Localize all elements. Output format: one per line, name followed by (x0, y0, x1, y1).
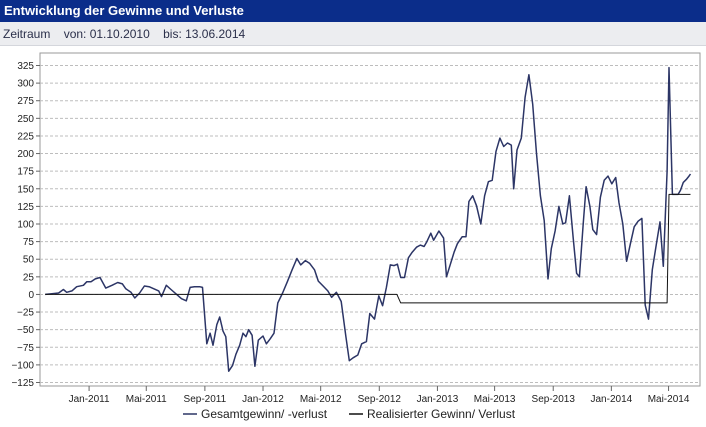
x-tick-label: Mai-2012 (300, 394, 342, 405)
x-tick-label: Jan-2011 (69, 394, 110, 405)
legend-item: Realisierter Gewinn/ Verlust (349, 407, 516, 421)
y-tick-label: 300 (17, 79, 34, 90)
y-tick-label: −125 (11, 378, 34, 389)
x-tick-label: Sep-2011 (184, 394, 227, 405)
x-tick-label: Mai-2013 (474, 394, 516, 405)
period-from: von: 01.10.2010 (63, 27, 150, 41)
y-tick-label: 150 (17, 184, 34, 195)
axes: 3253002752502252001751501251007550250−25… (11, 61, 689, 405)
legend-label: Gesamtgewinn/ -verlust (201, 407, 328, 421)
y-tick-label: 175 (17, 167, 34, 178)
y-tick-label: 250 (17, 114, 34, 125)
plot-frame (39, 52, 701, 387)
y-tick-label: 125 (17, 202, 34, 213)
x-tick-label: Sep-2013 (532, 394, 576, 405)
series-line-realisiert (45, 193, 691, 304)
y-tick-label: −75 (17, 343, 34, 354)
x-tick-label: Jan-2013 (417, 394, 459, 405)
profit-loss-chart: 3253002752502252001751501251007550250−25… (11, 52, 701, 421)
series-lines (45, 66, 692, 372)
y-tick-label: 200 (17, 149, 34, 160)
x-tick-label: Mai-2014 (648, 394, 690, 405)
y-tick-label: 225 (17, 131, 34, 142)
x-tick-label: Jan-2012 (242, 394, 284, 405)
period-label: Zeitraum (3, 27, 51, 41)
y-tick-label: 100 (17, 220, 34, 231)
y-tick-label: 275 (17, 96, 34, 107)
x-tick-label: Sep-2012 (358, 394, 402, 405)
y-tick-label: 325 (17, 61, 34, 72)
y-tick-label: 0 (28, 290, 34, 301)
period-bar: Zeitraum von: 01.10.2010 bis: 13.06.2014 (0, 22, 706, 46)
legend-item: Gesamtgewinn/ -verlust (183, 407, 328, 421)
legend: Gesamtgewinn/ -verlust Realisierter Gewin… (183, 407, 516, 421)
y-tick-label: 25 (23, 272, 35, 283)
period-to: bis: 13.06.2014 (163, 27, 246, 41)
chart-header-title: Entwicklung der Gewinne und Verluste (0, 0, 706, 22)
x-tick-label: Mai-2011 (126, 394, 167, 405)
x-tick-label: Jan-2014 (591, 394, 633, 405)
y-tick-label: 75 (23, 237, 35, 248)
y-tick-label: −50 (17, 325, 34, 336)
y-tick-label: −100 (11, 360, 34, 371)
y-tick-label: −25 (17, 308, 34, 319)
grid (39, 52, 701, 387)
y-tick-label: 50 (23, 255, 35, 266)
legend-label: Realisierter Gewinn/ Verlust (367, 407, 516, 421)
series-line-gesamtgewinn (45, 66, 692, 372)
